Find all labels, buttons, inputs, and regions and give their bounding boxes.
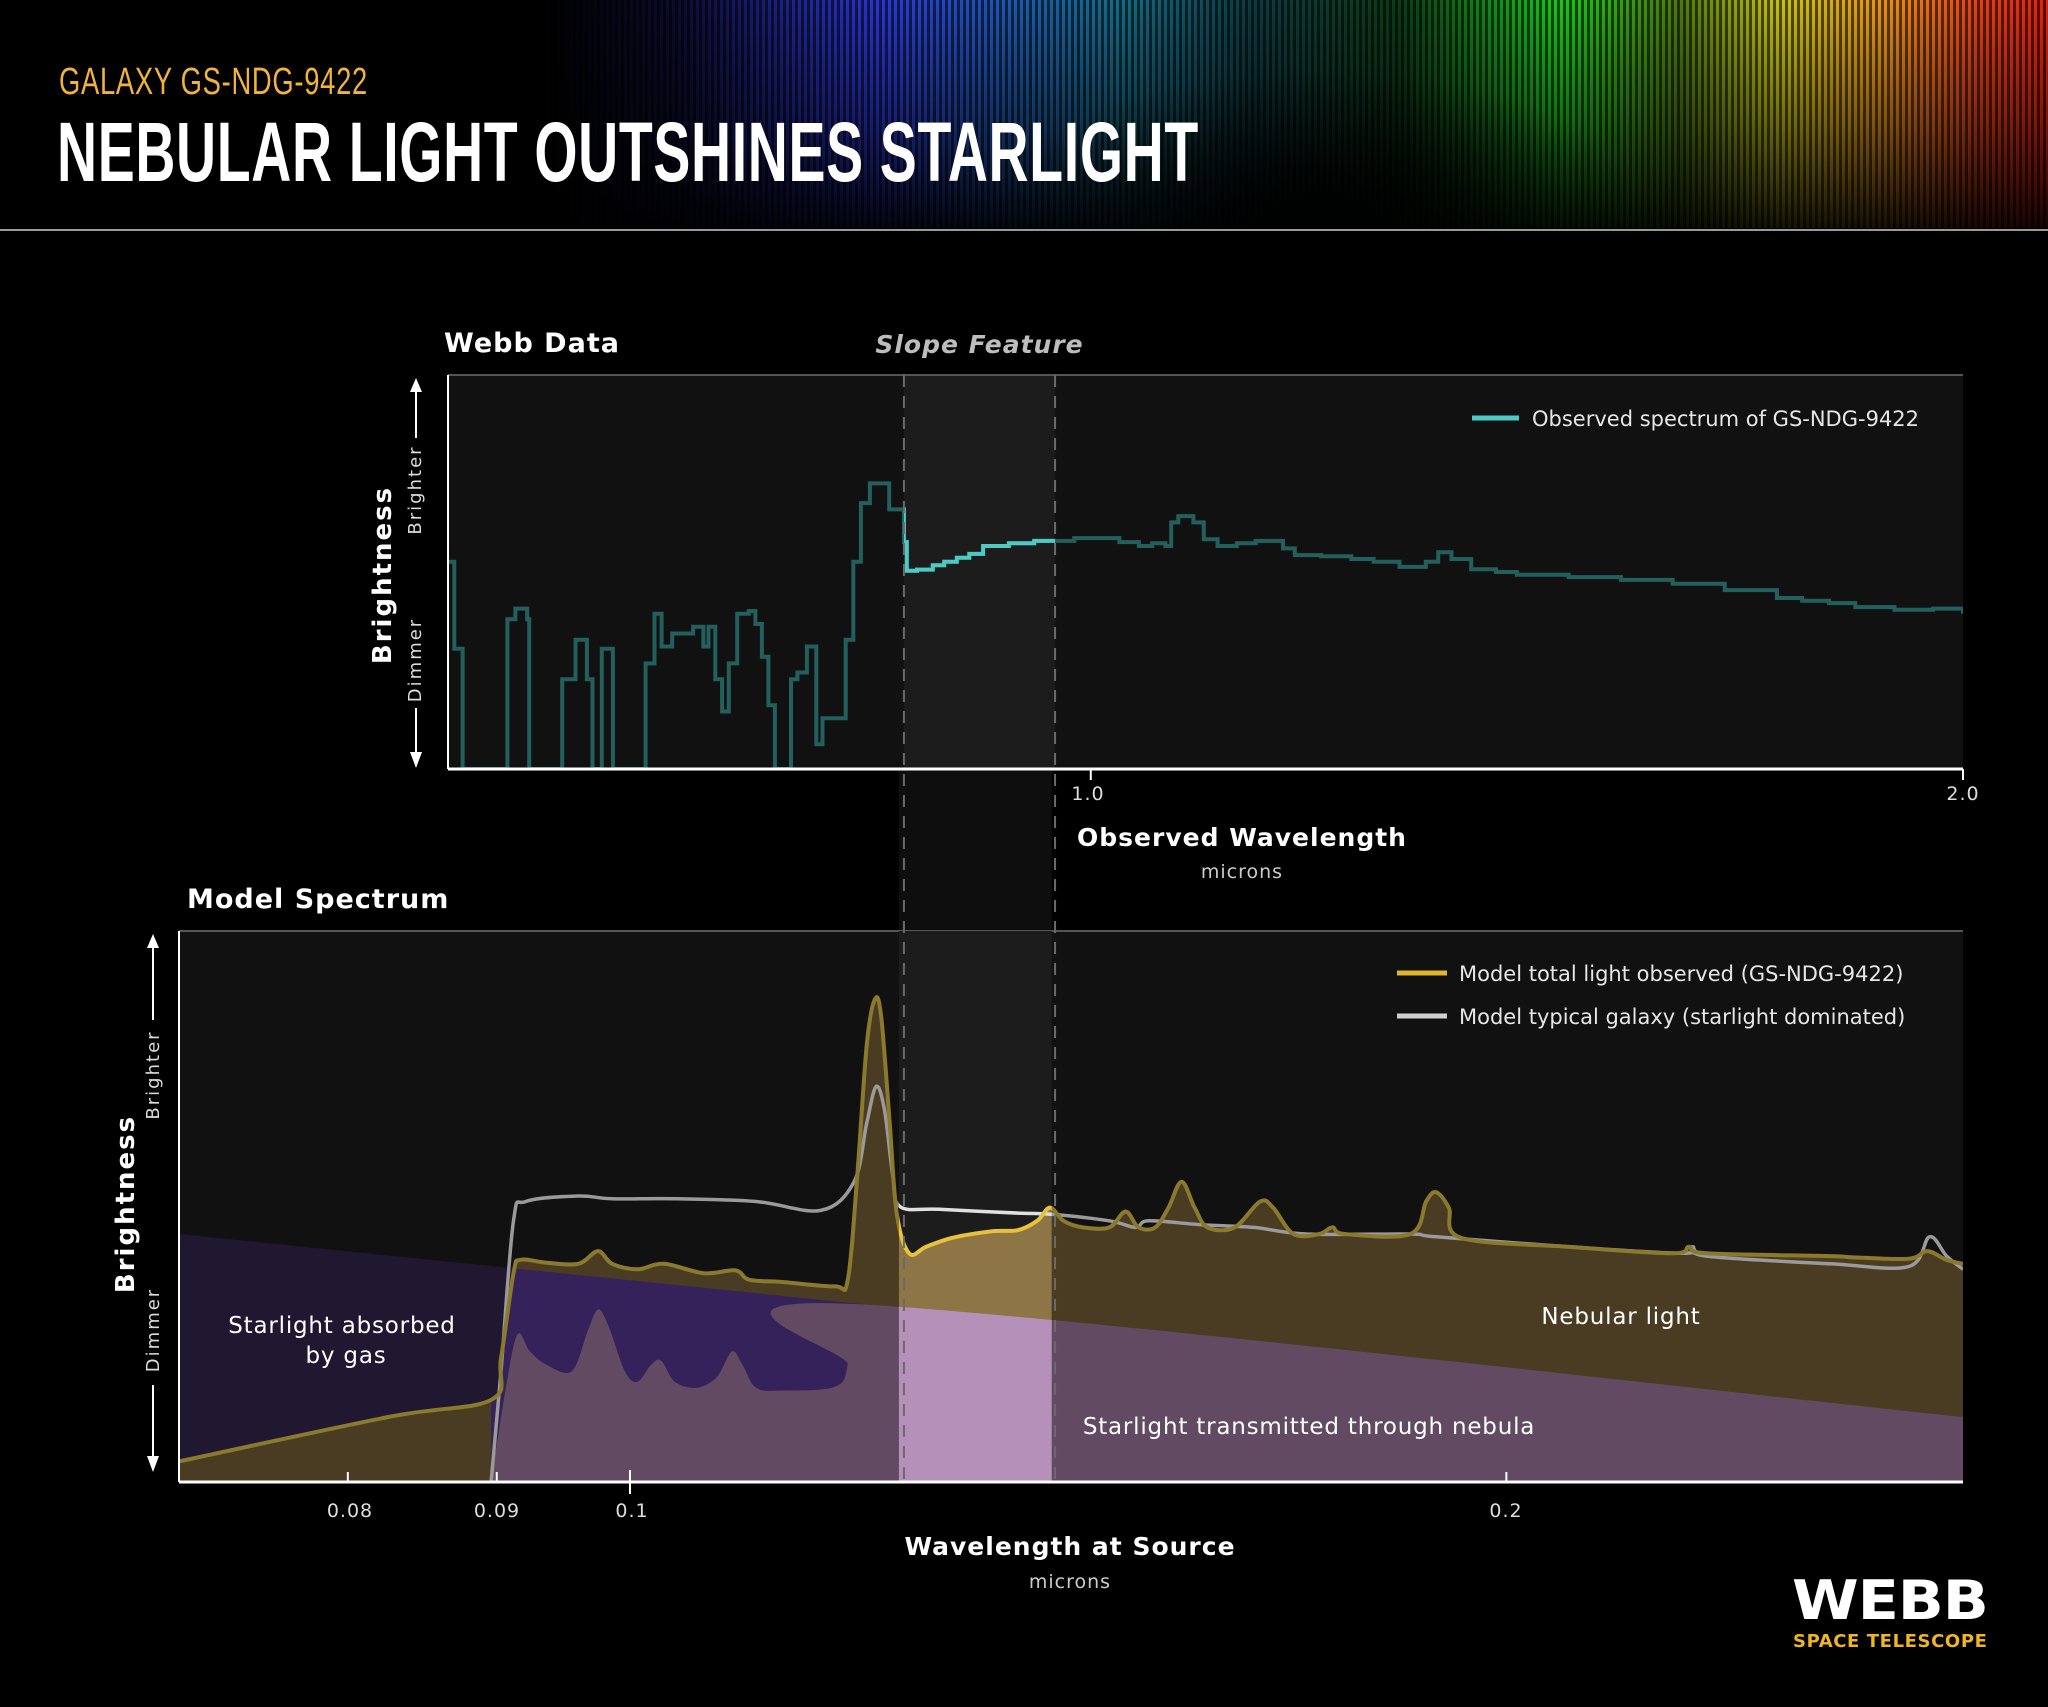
slope-feature-label: Slope Feature — [875, 330, 1083, 359]
webb-logo-tagline: SPACE TELESCOPE — [1793, 1631, 1988, 1652]
y-axis-low-label: Dimmer — [143, 1288, 164, 1372]
x-tick-label: 1.0 — [1071, 783, 1104, 805]
y-arrow-icon — [147, 934, 159, 1472]
x-axis-unit: microns — [1201, 861, 1283, 883]
slope-feature-dashed-lines — [902, 375, 1057, 1482]
legend-label: Observed spectrum of GS-NDG-9422 — [1532, 407, 1919, 431]
annotation-nebular: Nebular light — [1541, 1304, 1700, 1330]
y-axis-low-label: Dimmer — [405, 618, 426, 702]
y-arrow-icon — [410, 378, 422, 768]
x-tick-label: 0.08 — [327, 1500, 373, 1522]
x-axis-title: Wavelength at Source — [904, 1532, 1235, 1561]
header-spectrum-banner — [0, 0, 2048, 228]
x-axis-title: Observed Wavelength — [1077, 823, 1407, 852]
annotation-transmitted: Starlight transmitted through nebula — [1083, 1414, 1535, 1440]
webb-logo: WEBB — [1792, 1569, 1989, 1632]
slope-feature-band — [903, 375, 1056, 769]
chart-title: Webb Data — [444, 328, 620, 359]
slope-feature-connector — [898, 769, 1052, 931]
y-axis-title: Brightness — [111, 1115, 141, 1293]
starlight-transmitted-area-highlight — [898, 1306, 1052, 1482]
webb-data-chart: 1.0 2.0 Webb Data Slope Feature Observed… — [368, 328, 1979, 883]
plot-area — [448, 375, 1963, 769]
page-title: NEBULAR LIGHT OUTSHINES STARLIGHT — [57, 105, 1199, 199]
chart-title: Model Spectrum — [187, 884, 449, 915]
x-tick-label: 0.09 — [474, 1500, 520, 1522]
legend-label: Model total light observed (GS-NDG-9422) — [1459, 962, 1903, 986]
x-tick-label: 2.0 — [1946, 783, 1979, 805]
galaxy-subtitle: GALAXY GS-NDG-9422 — [59, 61, 368, 103]
annotation-absorbed-line2: by gas — [306, 1343, 387, 1369]
annotation-absorbed: Starlight absorbed — [228, 1313, 455, 1339]
x-tick-label: 0.2 — [1489, 1500, 1522, 1522]
starlight-transmitted-area — [491, 1303, 1963, 1482]
header-divider — [0, 229, 2048, 231]
observed-spectrum-slope-segment — [903, 507, 1056, 573]
y-axis-high-label: Brighter — [143, 1030, 164, 1119]
total-light-line — [179, 995, 1963, 1464]
y-axis-title: Brightness — [368, 486, 398, 664]
x-tick-label: 0.1 — [615, 1500, 648, 1522]
model-spectrum-chart: 0.08 0.09 0.1 0.2 Model Spectrum Model t… — [111, 884, 1963, 1593]
x-axis-unit: microns — [1029, 1571, 1111, 1593]
legend-label: Model typical galaxy (starlight dominate… — [1459, 1005, 1905, 1029]
y-axis-high-label: Brighter — [405, 445, 426, 534]
